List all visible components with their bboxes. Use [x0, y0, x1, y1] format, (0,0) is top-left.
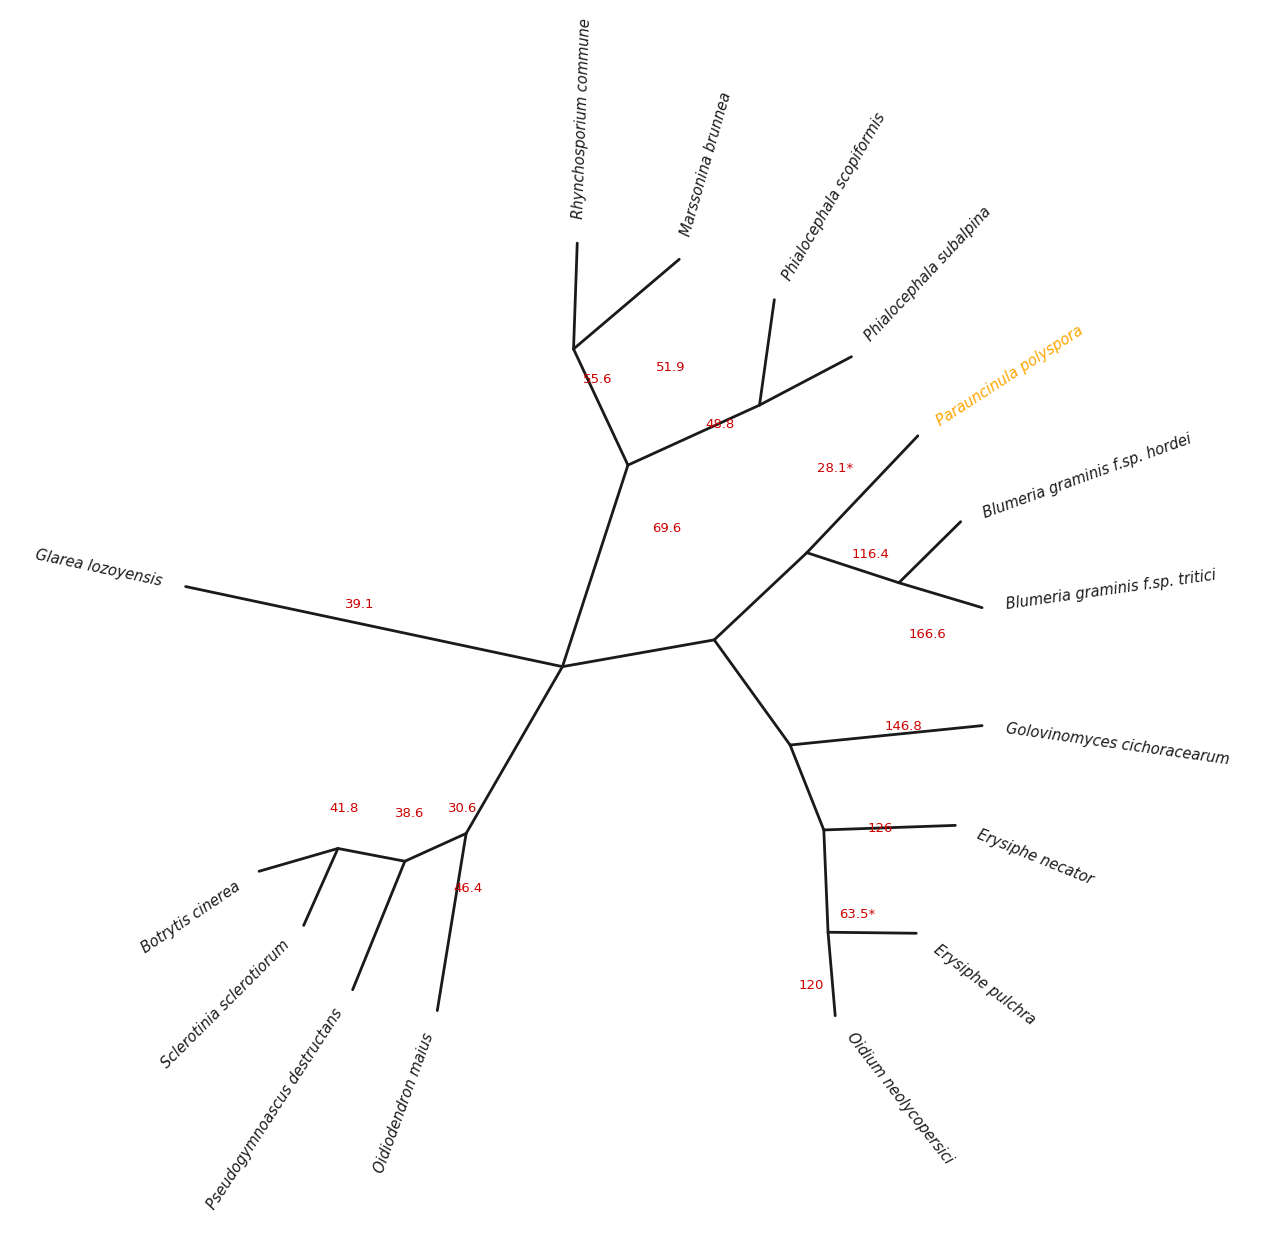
Text: 120: 120 [799, 979, 824, 992]
Text: Sclerotinia sclerotiorum: Sclerotinia sclerotiorum [158, 937, 292, 1071]
Text: Parauncinula polyspora: Parauncinula polyspora [934, 324, 1086, 429]
Text: Phialocephala scopiformis: Phialocephala scopiformis [780, 110, 889, 283]
Text: Golovinomyces cichoracearum: Golovinomyces cichoracearum [1005, 721, 1231, 768]
Text: Erysiphe pulchra: Erysiphe pulchra [931, 942, 1038, 1028]
Text: Oidiodendron maius: Oidiodendron maius [371, 1030, 436, 1174]
Text: Rhynchosporium commune: Rhynchosporium commune [571, 19, 592, 220]
Text: Botrytis cinerea: Botrytis cinerea [139, 878, 243, 956]
Text: 69.6: 69.6 [652, 521, 681, 535]
Text: 46.4: 46.4 [453, 882, 484, 895]
Text: Pseudogymnoascus destructans: Pseudogymnoascus destructans [205, 1005, 346, 1212]
Text: 126: 126 [867, 823, 893, 835]
Text: 63.5*: 63.5* [839, 908, 876, 921]
Text: 116.4: 116.4 [851, 548, 889, 561]
Text: 146.8: 146.8 [885, 720, 923, 734]
Text: 51.9: 51.9 [656, 362, 686, 374]
Text: Glarea lozoyensis: Glarea lozoyensis [34, 547, 163, 589]
Text: Marssonina brunnea: Marssonina brunnea [679, 90, 734, 238]
Text: 166.6: 166.6 [908, 629, 946, 641]
Text: 38.6: 38.6 [395, 808, 424, 820]
Text: 55.6: 55.6 [582, 373, 613, 387]
Text: 28.1*: 28.1* [817, 462, 853, 475]
Text: Erysiphe necator: Erysiphe necator [975, 827, 1095, 888]
Text: Phialocephala subalpina: Phialocephala subalpina [862, 204, 994, 345]
Text: Blumeria graminis f.sp. tritici: Blumeria graminis f.sp. tritici [1005, 567, 1217, 611]
Text: 48.8: 48.8 [705, 417, 734, 431]
Text: 30.6: 30.6 [448, 803, 477, 815]
Text: Blumeria graminis f.sp. hordei: Blumeria graminis f.sp. hordei [981, 431, 1194, 520]
Text: 39.1: 39.1 [346, 598, 375, 611]
Text: Oidium neolycopersici: Oidium neolycopersici [844, 1030, 956, 1167]
Text: 41.8: 41.8 [329, 802, 360, 815]
